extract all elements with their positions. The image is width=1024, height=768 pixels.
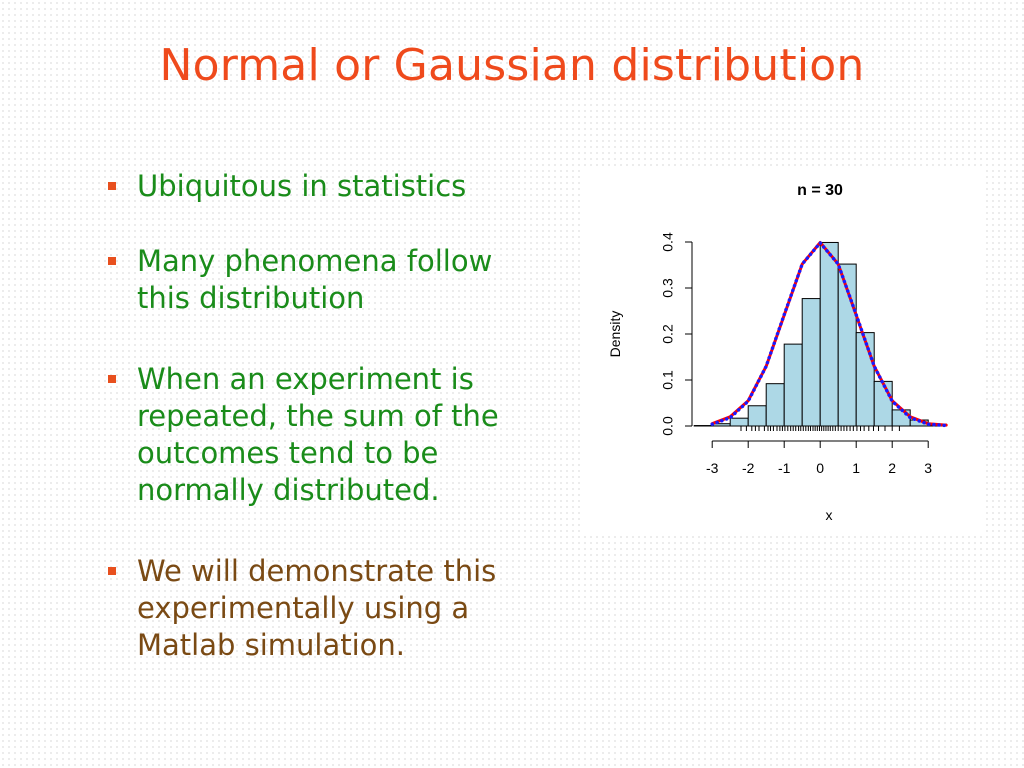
bullet-line: normally distributed. [137,473,440,507]
bullet-marker-icon [108,182,116,190]
histogram-bar [783,343,803,427]
x-tick-label: 3 [924,460,932,476]
slide-title: Normal or Gaussian distribution [159,40,865,91]
x-tick-label: 1 [852,460,860,476]
y-tick-label: 0.4 [660,232,676,252]
histogram-bar [819,241,839,427]
histogram-bar [747,405,767,427]
dotted-density-curve [710,241,948,428]
x-tick-label: -2 [742,460,755,476]
bullet-line: outcomes tend to be [137,436,439,470]
bullet-line: Matlab simulation. [137,628,406,662]
histogram-bar [729,417,749,427]
x-tick-label: 0 [816,460,824,476]
bullet-item: When an experiment is repeated, the sum o… [108,361,578,509]
x-axis-label: x [826,507,833,523]
bullet-item: Ubiquitous in statistics [108,168,578,205]
bullet-marker-icon [108,375,116,383]
bullet-item: Many phenomena follow this distribution [108,243,578,317]
y-tick-label: 0.3 [660,278,676,298]
x-tick-label: 2 [888,460,896,476]
bullet-item: We will demonstrate this experimentally u… [108,553,578,664]
bullet-line: Many phenomena follow [137,244,493,278]
chart-svg: n = 30 0.0 0.1 0.2 0.3 0.4 Density -3 -2 -1 0 1 2 3 x [607,182,948,523]
chart-title: n = 30 [797,182,843,199]
x-tick-label: -1 [778,460,791,476]
y-tick-label: 0.2 [660,324,676,344]
histogram-bar [891,409,911,427]
bullet-list: Ubiquitous in statistics Many phenomena f… [108,168,578,664]
density-chart: n = 30 0.0 0.1 0.2 0.3 0.4 Density -3 -2 -1 0 1 2 3 x [582,166,984,534]
histogram-bar [855,332,875,427]
bullet-line: Ubiquitous in statistics [137,169,467,203]
y-tick-label: 0.1 [660,370,676,390]
bullet-line: this distribution [137,281,365,315]
bullet-marker-icon [108,567,116,575]
y-axis-label: Density [607,311,623,358]
bullet-marker-icon [108,257,116,265]
bullet-line: experimentally using a [137,591,470,625]
bullet-line: We will demonstrate this [137,554,497,588]
histogram-bar [801,298,821,427]
x-tick-label: -3 [706,460,719,476]
histogram-bar [765,383,785,427]
y-tick-label: 0.0 [660,416,676,436]
bullet-line: repeated, the sum of the [137,399,499,433]
histogram-bar [873,380,893,427]
bullet-line: When an experiment is [137,362,474,396]
